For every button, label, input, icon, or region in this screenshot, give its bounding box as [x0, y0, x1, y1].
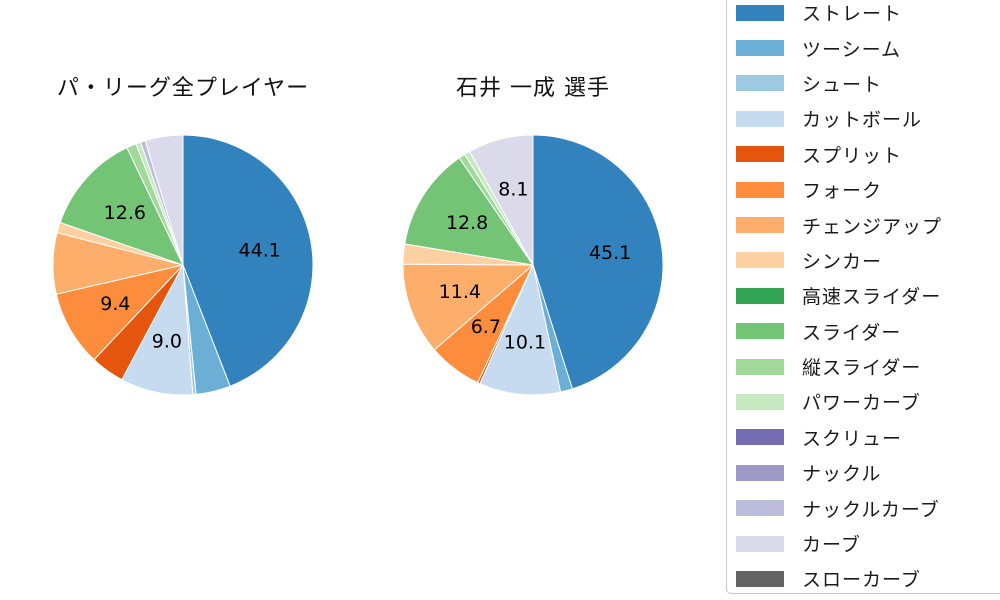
legend-label: 縦スライダー [802, 357, 922, 380]
legend-item-16: スローカーブ [736, 561, 1000, 596]
legend-item-11: パワーカーブ [736, 384, 1000, 419]
legend-color-swatch [736, 4, 784, 21]
pie-chart-league: 44.1 9.0 9.4 12.6 [52, 134, 314, 396]
legend-item-5: フォーク [736, 172, 1000, 207]
legend-item-15: カーブ [736, 526, 1000, 561]
legend-item-13: ナックル [736, 455, 1000, 490]
legend-color-swatch [736, 570, 784, 587]
pie-slice-15 [144, 134, 184, 266]
pie-slice-9 [59, 147, 184, 266]
pie-slice-3 [479, 264, 562, 396]
legend-label: ナックル [802, 463, 882, 486]
legend-color-swatch [736, 287, 784, 304]
legend-color-swatch [736, 535, 784, 552]
legend-color-swatch [736, 40, 784, 57]
legend-label: スローカーブ [802, 569, 921, 592]
pie-slice-value-label: 10.1 [504, 332, 546, 354]
legend-item-6: チェンジアップ [736, 207, 1000, 242]
legend-item-14: ナックルカーブ [736, 490, 1000, 525]
legend-color-swatch [736, 429, 784, 446]
legend-color-swatch [736, 110, 784, 127]
pie-slice-value-label: 12.6 [104, 202, 146, 224]
legend-label: ストレート [802, 3, 903, 26]
pie-slice-value-label: 44.1 [239, 240, 281, 262]
pie-slice-value-label: 12.8 [446, 212, 488, 234]
legend-color-swatch [736, 217, 784, 234]
pie-slice-0 [182, 134, 314, 387]
legend-color-swatch [736, 500, 784, 517]
legend-color-swatch [736, 393, 784, 410]
legend-item-12: スクリュー [736, 420, 1000, 455]
chart-title-league: パ・リーグ全プレイヤー [56, 76, 310, 101]
legend: ストレートツーシームシュートカットボール スプリットフォークチェンジアップ シンカー… [726, 0, 1000, 594]
legend-item-0: ストレート [736, 0, 1000, 30]
legend-label: 高速スライダー [802, 286, 942, 309]
pie-slice-value-label: 6.7 [471, 316, 501, 338]
legend-label: ナックルカーブ [802, 498, 940, 521]
legend-label: シンカー [802, 250, 883, 273]
legend-label: スクリュー [802, 427, 903, 450]
legend-label: シュート [802, 73, 883, 96]
legend-label: フォーク [802, 180, 883, 203]
legend-label: ツーシーム [802, 38, 902, 61]
legend-item-1: ツーシーム [736, 30, 1000, 65]
legend-label: スライダー [802, 321, 902, 344]
legend-item-7: シンカー [736, 243, 1000, 278]
pie-slice-value-label: 9.4 [100, 293, 130, 315]
legend-item-8: 高速スライダー [736, 278, 1000, 313]
legend-color-swatch [736, 252, 784, 269]
pie-slice-value-label: 8.1 [498, 179, 528, 201]
pie-slice-9 [404, 157, 534, 266]
legend-item-3: カットボール [736, 101, 1000, 136]
chart-title-player: 石井 一成 選手 [456, 76, 610, 101]
legend-item-4: スプリット [736, 137, 1000, 172]
legend-color-swatch [736, 75, 784, 92]
pie-slice-15 [469, 134, 534, 266]
legend-item-9: スライダー [736, 314, 1000, 349]
legend-label: カーブ [802, 534, 861, 557]
legend-item-10: 縦スライダー [736, 349, 1000, 384]
legend-label: スプリット [802, 144, 903, 167]
pie-slice-value-label: 11.4 [439, 281, 481, 303]
pie-chart-player: 45.1 10.16.7 11.4 12.8 8.1 [402, 134, 664, 396]
pie-slice-5 [55, 264, 184, 361]
legend-color-swatch [736, 323, 784, 340]
legend-label: パワーカーブ [802, 392, 921, 415]
legend-label: チェンジアップ [802, 215, 943, 238]
legend-item-2: シュート [736, 66, 1000, 101]
legend-color-swatch [736, 464, 784, 481]
pie-slice-0 [532, 134, 664, 390]
legend-color-swatch [736, 358, 784, 375]
legend-label: カットボール [802, 109, 923, 132]
legend-color-swatch [736, 181, 784, 198]
legend-color-swatch [736, 146, 784, 163]
pie-slice-value-label: 9.0 [152, 330, 182, 352]
pie-slice-value-label: 45.1 [589, 242, 631, 264]
pie-slice-6 [402, 263, 534, 351]
